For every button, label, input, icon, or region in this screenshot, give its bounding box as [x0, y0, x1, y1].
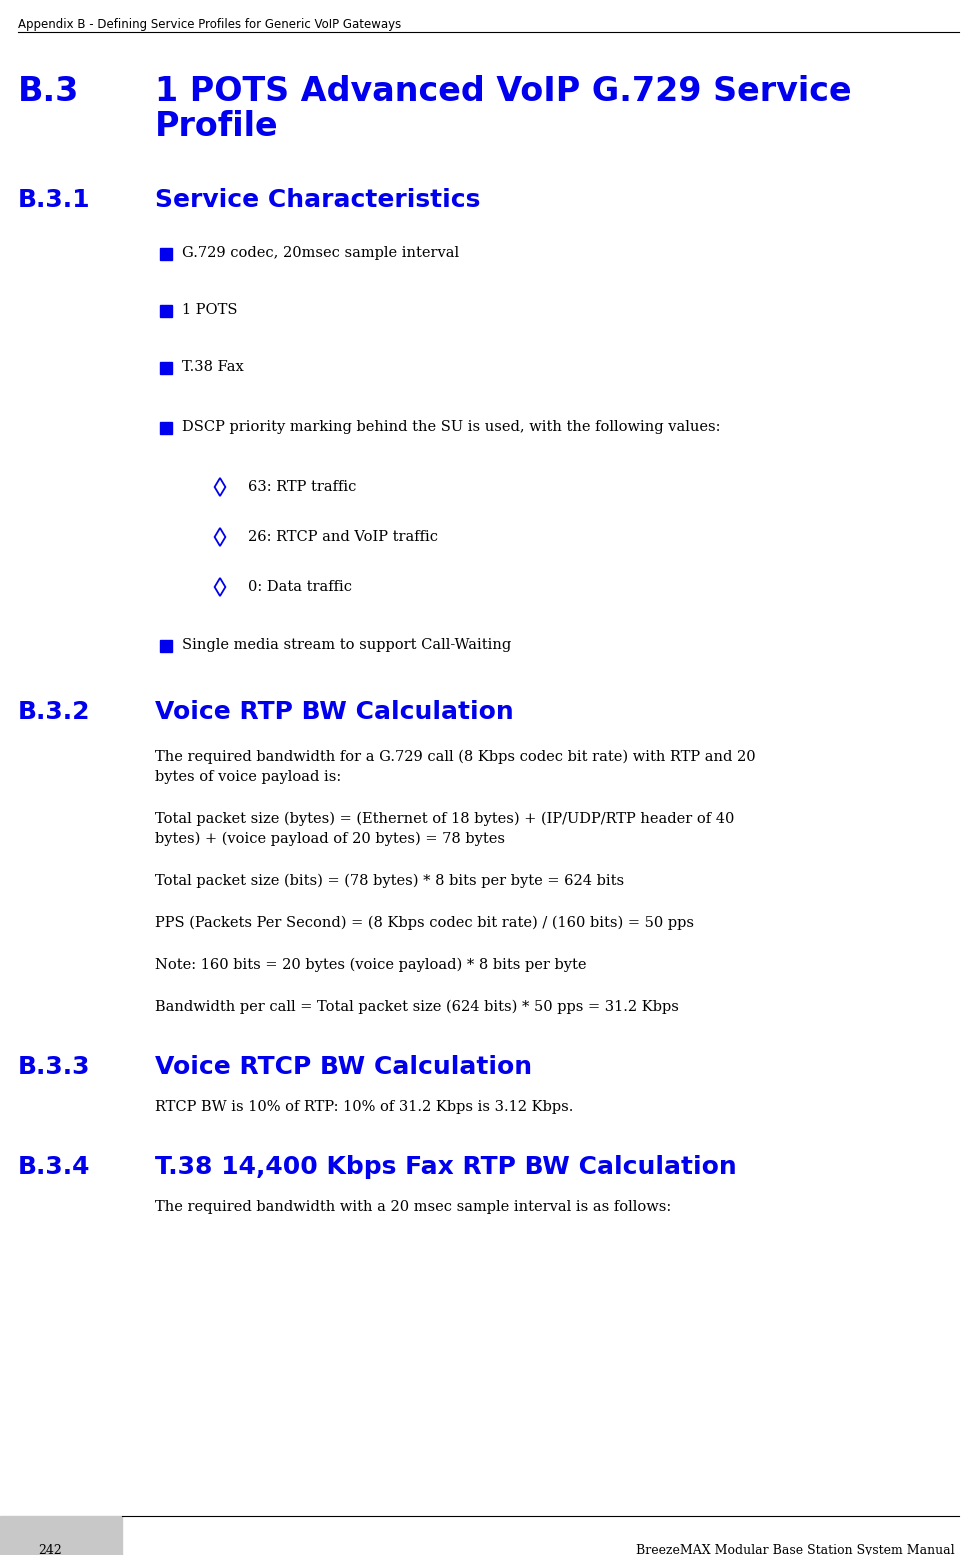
Text: Voice RTCP BW Calculation: Voice RTCP BW Calculation	[155, 1054, 532, 1079]
Text: T.38 14,400 Kbps Fax RTP BW Calculation: T.38 14,400 Kbps Fax RTP BW Calculation	[155, 1155, 737, 1179]
Text: 1 POTS Advanced VoIP G.729 Service: 1 POTS Advanced VoIP G.729 Service	[155, 75, 852, 107]
Text: bytes) + (voice payload of 20 bytes) = 78 bytes: bytes) + (voice payload of 20 bytes) = 7…	[155, 832, 505, 846]
Text: Total packet size (bits) = (78 bytes) * 8 bits per byte = 624 bits: Total packet size (bits) = (78 bytes) * …	[155, 874, 624, 888]
Text: B.3.1: B.3.1	[18, 188, 91, 211]
Text: G.729 codec, 20msec sample interval: G.729 codec, 20msec sample interval	[182, 246, 459, 260]
Text: 26: RTCP and VoIP traffic: 26: RTCP and VoIP traffic	[248, 530, 438, 544]
Text: B.3.4: B.3.4	[18, 1155, 91, 1179]
Text: 242: 242	[38, 1544, 62, 1555]
Bar	[0, 1516, 122, 1555]
Text: Single media stream to support Call-Waiting: Single media stream to support Call-Wait…	[182, 638, 511, 652]
Bar	[160, 362, 172, 375]
Text: RTCP BW is 10% of RTP: 10% of 31.2 Kbps is 3.12 Kbps.: RTCP BW is 10% of RTP: 10% of 31.2 Kbps …	[155, 1099, 573, 1113]
Text: The required bandwidth with a 20 msec sample interval is as follows:: The required bandwidth with a 20 msec sa…	[155, 1200, 671, 1214]
Text: BreezeMAX Modular Base Station System Manual: BreezeMAX Modular Base Station System Ma…	[636, 1544, 955, 1555]
Text: 63: RTP traffic: 63: RTP traffic	[248, 480, 357, 494]
Text: B.3.3: B.3.3	[18, 1054, 91, 1079]
Text: Bandwidth per call = Total packet size (624 bits) * 50 pps = 31.2 Kbps: Bandwidth per call = Total packet size (…	[155, 1000, 679, 1014]
Text: The required bandwidth for a G.729 call (8 Kbps codec bit rate) with RTP and 20: The required bandwidth for a G.729 call …	[155, 750, 755, 765]
Text: Appendix B - Defining Service Profiles for Generic VoIP Gateways: Appendix B - Defining Service Profiles f…	[18, 19, 402, 31]
Bar	[160, 421, 172, 434]
Text: T.38 Fax: T.38 Fax	[182, 361, 243, 375]
Text: Profile: Profile	[155, 110, 278, 143]
Text: Voice RTP BW Calculation: Voice RTP BW Calculation	[155, 700, 514, 725]
Text: PPS (Packets Per Second) = (8 Kbps codec bit rate) / (160 bits) = 50 pps: PPS (Packets Per Second) = (8 Kbps codec…	[155, 916, 694, 930]
Text: Service Characteristics: Service Characteristics	[155, 188, 481, 211]
Bar	[160, 305, 172, 317]
Text: 1 POTS: 1 POTS	[182, 303, 237, 317]
Text: B.3.2: B.3.2	[18, 700, 91, 725]
Text: DSCP priority marking behind the SU is used, with the following values:: DSCP priority marking behind the SU is u…	[182, 420, 720, 434]
Bar	[160, 641, 172, 652]
Text: Note: 160 bits = 20 bytes (voice payload) * 8 bits per byte: Note: 160 bits = 20 bytes (voice payload…	[155, 958, 586, 972]
Text: B.3: B.3	[18, 75, 79, 107]
Text: Total packet size (bytes) = (Ethernet of 18 bytes) + (IP/UDP/RTP header of 40: Total packet size (bytes) = (Ethernet of…	[155, 812, 735, 826]
Text: bytes of voice payload is:: bytes of voice payload is:	[155, 770, 341, 784]
Text: 0: Data traffic: 0: Data traffic	[248, 580, 352, 594]
Bar	[160, 247, 172, 260]
